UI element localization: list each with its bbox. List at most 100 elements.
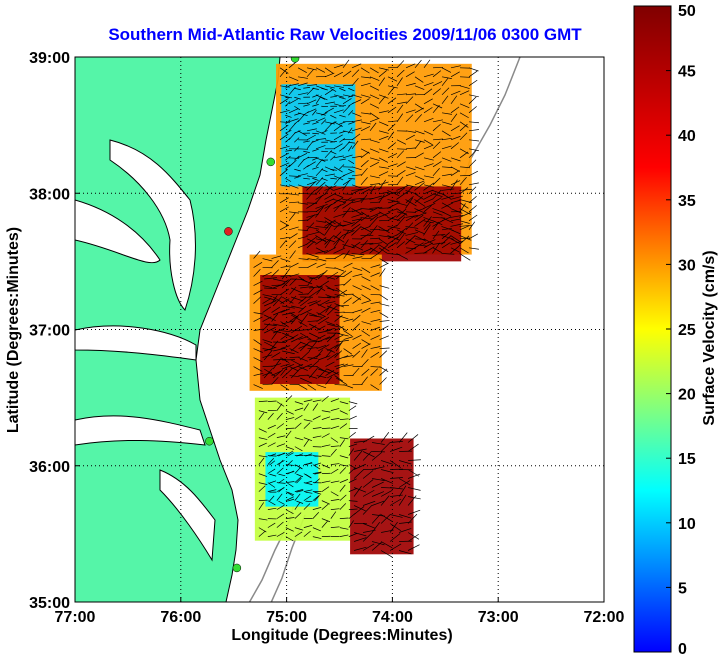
velocity-vector bbox=[423, 182, 435, 191]
velocity-vector bbox=[279, 152, 289, 159]
velocity-vector bbox=[405, 197, 413, 209]
velocity-vector bbox=[468, 182, 479, 186]
velocity-vector bbox=[339, 517, 349, 519]
velocity-vector bbox=[271, 255, 282, 259]
velocity-vector bbox=[423, 220, 434, 224]
velocity-vector bbox=[258, 518, 268, 521]
velocity-vector bbox=[309, 276, 322, 280]
velocity-vector bbox=[387, 226, 401, 229]
velocity-vector bbox=[353, 546, 367, 551]
velocity-vector bbox=[262, 298, 272, 304]
velocity-vector bbox=[353, 487, 367, 493]
velocity-vector bbox=[339, 418, 349, 420]
velocity-vector bbox=[352, 297, 361, 304]
velocity-vector bbox=[432, 161, 442, 168]
y-axis: 35:00 36:00 37:00 38:00 39:00 bbox=[29, 50, 80, 612]
velocity-vector bbox=[334, 303, 345, 308]
velocity-vector bbox=[432, 211, 443, 216]
velocity-vector bbox=[362, 489, 375, 497]
velocity-vector bbox=[441, 202, 454, 209]
x-tick-label: 75:00 bbox=[266, 609, 307, 626]
velocity-vector bbox=[441, 137, 452, 141]
velocity-vector bbox=[378, 219, 390, 222]
velocity-vector bbox=[294, 175, 301, 179]
velocity-vector bbox=[314, 462, 322, 466]
velocity-vector bbox=[324, 166, 335, 172]
velocity-vector bbox=[334, 334, 344, 340]
velocity-vector bbox=[387, 234, 398, 240]
velocity-vector bbox=[330, 150, 337, 155]
velocity-vector bbox=[294, 137, 300, 143]
y-axis-label: Latitude (Degrees:Minutes) bbox=[5, 227, 22, 433]
velocity-vector bbox=[378, 67, 389, 71]
velocity-vector bbox=[288, 211, 299, 214]
velocity-vector bbox=[269, 495, 275, 502]
velocity-vector bbox=[362, 505, 373, 515]
velocity-vector bbox=[285, 177, 292, 182]
velocity-vector bbox=[405, 184, 416, 188]
velocity-vector bbox=[316, 258, 327, 262]
velocity-vector bbox=[330, 437, 339, 443]
x-tick-label: 77:00 bbox=[55, 609, 96, 626]
velocity-vector bbox=[361, 376, 368, 385]
velocity-vector bbox=[307, 384, 317, 391]
velocity-vector bbox=[405, 215, 419, 218]
velocity-vector bbox=[278, 473, 286, 477]
velocity-vector bbox=[339, 105, 346, 107]
velocity-vector bbox=[390, 494, 403, 497]
velocity-vector bbox=[335, 270, 347, 280]
velocity-vector bbox=[316, 75, 327, 78]
velocity-vector bbox=[285, 101, 291, 107]
velocity-vector bbox=[336, 355, 349, 361]
velocity-vector bbox=[321, 96, 328, 101]
velocity-vector bbox=[289, 295, 297, 304]
velocity-vector bbox=[303, 422, 311, 429]
velocity-vector bbox=[267, 412, 274, 420]
velocity-vector bbox=[278, 478, 285, 484]
velocity-vector bbox=[330, 491, 339, 497]
velocity-vector bbox=[330, 177, 337, 180]
velocity-vector bbox=[459, 188, 473, 191]
velocity-vector bbox=[389, 446, 403, 452]
colorbar-tick-label: 50 bbox=[678, 3, 696, 20]
velocity-vector bbox=[312, 527, 321, 532]
velocity-vector bbox=[285, 481, 295, 483]
velocity-vector bbox=[342, 230, 349, 240]
velocity-vector bbox=[407, 495, 417, 506]
velocity-vector bbox=[278, 452, 285, 457]
velocity-vector bbox=[316, 384, 327, 389]
velocity-vector bbox=[441, 227, 452, 231]
velocity-vector bbox=[312, 121, 319, 125]
y-tick-label: 36:00 bbox=[29, 459, 70, 476]
x-axis: 77:00 76:00 75:00 74:00 73:00 72:00 bbox=[55, 597, 625, 626]
velocity-cell-north-slow-eddy bbox=[281, 84, 356, 187]
velocity-vector bbox=[339, 401, 349, 405]
velocity-vector bbox=[432, 219, 444, 227]
velocity-vector bbox=[387, 153, 398, 159]
velocity-vector bbox=[351, 63, 362, 69]
velocity-vector bbox=[321, 520, 328, 528]
velocity-vector bbox=[333, 235, 343, 245]
velocity-vector bbox=[306, 189, 316, 200]
velocity-vector bbox=[396, 150, 405, 159]
velocity-vector bbox=[432, 104, 440, 114]
velocity-vector bbox=[296, 453, 304, 457]
velocity-vector bbox=[414, 139, 425, 143]
velocity-vector bbox=[330, 155, 336, 161]
velocity-vector bbox=[303, 165, 309, 170]
velocity-vector bbox=[343, 262, 353, 268]
velocity-vector bbox=[264, 323, 277, 327]
velocity-vector bbox=[369, 157, 380, 161]
velocity-vector bbox=[253, 348, 263, 353]
velocity-vector bbox=[450, 247, 461, 253]
velocity-vector bbox=[324, 101, 335, 105]
velocity-vector bbox=[369, 94, 380, 100]
velocity-vector bbox=[432, 119, 443, 123]
velocity-vector bbox=[351, 241, 361, 249]
velocity-vector bbox=[468, 67, 479, 72]
velocity-vector bbox=[291, 305, 304, 310]
velocity-vector bbox=[414, 252, 428, 254]
velocity-vector bbox=[298, 258, 309, 260]
velocity-vector bbox=[369, 175, 380, 179]
